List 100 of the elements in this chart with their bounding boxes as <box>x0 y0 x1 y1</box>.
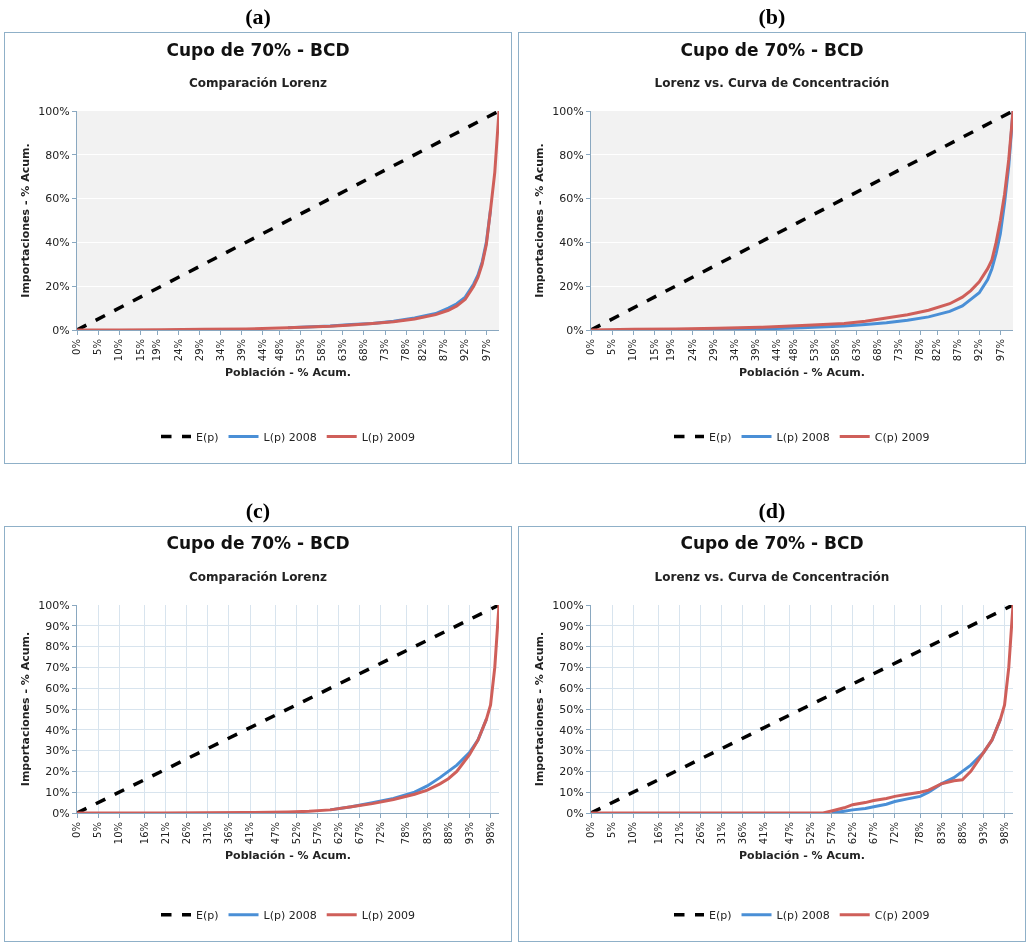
x-tick-label: 58% <box>316 339 328 362</box>
legend-label: E(p) <box>709 430 732 444</box>
x-tick-label: 88% <box>442 822 454 845</box>
legend-label: E(p) <box>196 430 219 444</box>
y-tick-label: 30% <box>45 744 70 758</box>
y-tick-label: 40% <box>559 723 584 737</box>
x-tick-label: 0% <box>585 822 597 838</box>
legend-label: L(p) 2008 <box>776 430 830 444</box>
x-tick-label: 47% <box>269 822 281 845</box>
y-tick-label: 40% <box>45 723 70 737</box>
x-tick-label: 16% <box>652 822 664 845</box>
x-tick-label: 98% <box>484 822 496 845</box>
y-tick-label: 100% <box>38 104 70 118</box>
x-tick-label: 57% <box>311 822 323 845</box>
y-tick-label: 0% <box>566 806 584 820</box>
x-tick-label: 73% <box>379 339 391 362</box>
x-axis-title: Población - % Acum. <box>739 366 865 380</box>
x-tick-label: 53% <box>294 339 306 362</box>
x-tick-label: 5% <box>606 339 618 355</box>
x-tick-label: 31% <box>202 822 214 845</box>
x-tick-label: 57% <box>825 822 837 845</box>
x-tick-label: 47% <box>783 822 795 845</box>
x-tick-label: 62% <box>332 822 344 845</box>
legend-label: L(p) 2008 <box>263 909 317 923</box>
x-tick-label: 0% <box>71 339 83 355</box>
x-tick-label: 10% <box>627 339 639 362</box>
y-tick-label: 20% <box>45 765 70 779</box>
x-tick-label: 83% <box>935 822 947 845</box>
y-tick-label: 70% <box>45 661 70 675</box>
x-tick-label: 82% <box>417 339 429 362</box>
x-tick-label: 41% <box>244 822 256 845</box>
y-tick-label: 0% <box>52 806 70 820</box>
chart-subtitle: Lorenz vs. Curva de Concentración <box>654 76 890 91</box>
x-tick-label: 68% <box>872 339 884 362</box>
y-tick-label: 50% <box>559 702 584 716</box>
x-tick-label: 88% <box>956 822 968 845</box>
y-tick-label: 80% <box>45 640 70 654</box>
x-tick-label: 39% <box>235 339 247 362</box>
x-tick-label: 78% <box>400 822 412 845</box>
y-tick-label: 90% <box>45 619 70 633</box>
x-tick-label: 0% <box>585 339 597 355</box>
x-tick-label: 93% <box>977 822 989 845</box>
x-tick-label: 52% <box>290 822 302 845</box>
x-axis-title: Población - % Acum. <box>225 849 351 863</box>
y-tick-label: 50% <box>45 702 70 716</box>
x-tick-label: 92% <box>459 339 471 362</box>
x-tick-label: 24% <box>172 339 184 362</box>
y-tick-label: 20% <box>559 765 584 779</box>
y-tick-label: 60% <box>45 192 70 206</box>
x-tick-label: 44% <box>256 339 268 362</box>
x-tick-label: 48% <box>787 339 799 362</box>
x-tick-label: 5% <box>606 822 618 838</box>
x-tick-label: 0% <box>71 822 83 838</box>
x-tick-label: 53% <box>808 339 820 362</box>
y-tick-label: 80% <box>45 148 70 162</box>
y-tick-label: 60% <box>559 682 584 696</box>
x-tick-label: 29% <box>193 339 205 362</box>
x-tick-label: 16% <box>138 822 150 845</box>
y-tick-label: 0% <box>566 323 584 337</box>
text: (a) <box>244 3 272 31</box>
x-tick-label: 73% <box>893 339 905 362</box>
x-tick-label: 41% <box>758 822 770 845</box>
x-tick-label: 34% <box>214 339 226 362</box>
x-tick-label: 63% <box>851 339 863 362</box>
x-tick-label: 15% <box>648 339 660 362</box>
y-tick-label: 100% <box>552 598 584 612</box>
legend-label: C(p) 2009 <box>874 909 930 923</box>
x-tick-label: 52% <box>804 822 816 845</box>
chart-title: Cupo de 70% - BCD <box>680 39 864 60</box>
chart-title: Cupo de 70% - BCD <box>680 533 864 554</box>
x-tick-label: 24% <box>686 339 698 362</box>
x-tick-label: 10% <box>113 339 125 362</box>
legend-label: C(p) 2009 <box>874 430 930 444</box>
y-tick-label: 20% <box>559 280 584 294</box>
x-tick-label: 93% <box>463 822 475 845</box>
y-axis-title: Importaciones - % Acum. <box>19 143 32 298</box>
x-tick-label: 78% <box>914 339 926 362</box>
x-tick-label: 98% <box>998 822 1010 845</box>
chart-title: Cupo de 70% - BCD <box>166 39 350 60</box>
y-tick-label: 70% <box>559 661 584 675</box>
chart-subtitle: Lorenz vs. Curva de Concentración <box>654 569 890 584</box>
x-tick-label: 29% <box>707 339 719 362</box>
x-tick-label: 21% <box>159 822 171 845</box>
x-tick-label: 10% <box>627 822 639 845</box>
y-tick-label: 90% <box>559 619 584 633</box>
y-tick-label: 40% <box>45 236 70 250</box>
y-tick-label: 10% <box>559 786 584 800</box>
x-tick-label: 63% <box>337 339 349 362</box>
y-tick-label: 0% <box>52 323 70 337</box>
y-tick-label: 80% <box>559 640 584 654</box>
x-tick-label: 39% <box>749 339 761 362</box>
x-tick-label: 58% <box>830 339 842 362</box>
chart-title: Cupo de 70% - BCD <box>166 533 350 554</box>
y-tick-label: 100% <box>552 104 584 118</box>
legend-label: L(p) 2009 <box>361 430 415 444</box>
y-tick-label: 40% <box>559 236 584 250</box>
x-tick-label: 19% <box>151 339 163 362</box>
chart-subtitle: Comparación Lorenz <box>189 76 327 91</box>
x-tick-label: 36% <box>223 822 235 845</box>
x-axis-title: Población - % Acum. <box>739 849 865 863</box>
